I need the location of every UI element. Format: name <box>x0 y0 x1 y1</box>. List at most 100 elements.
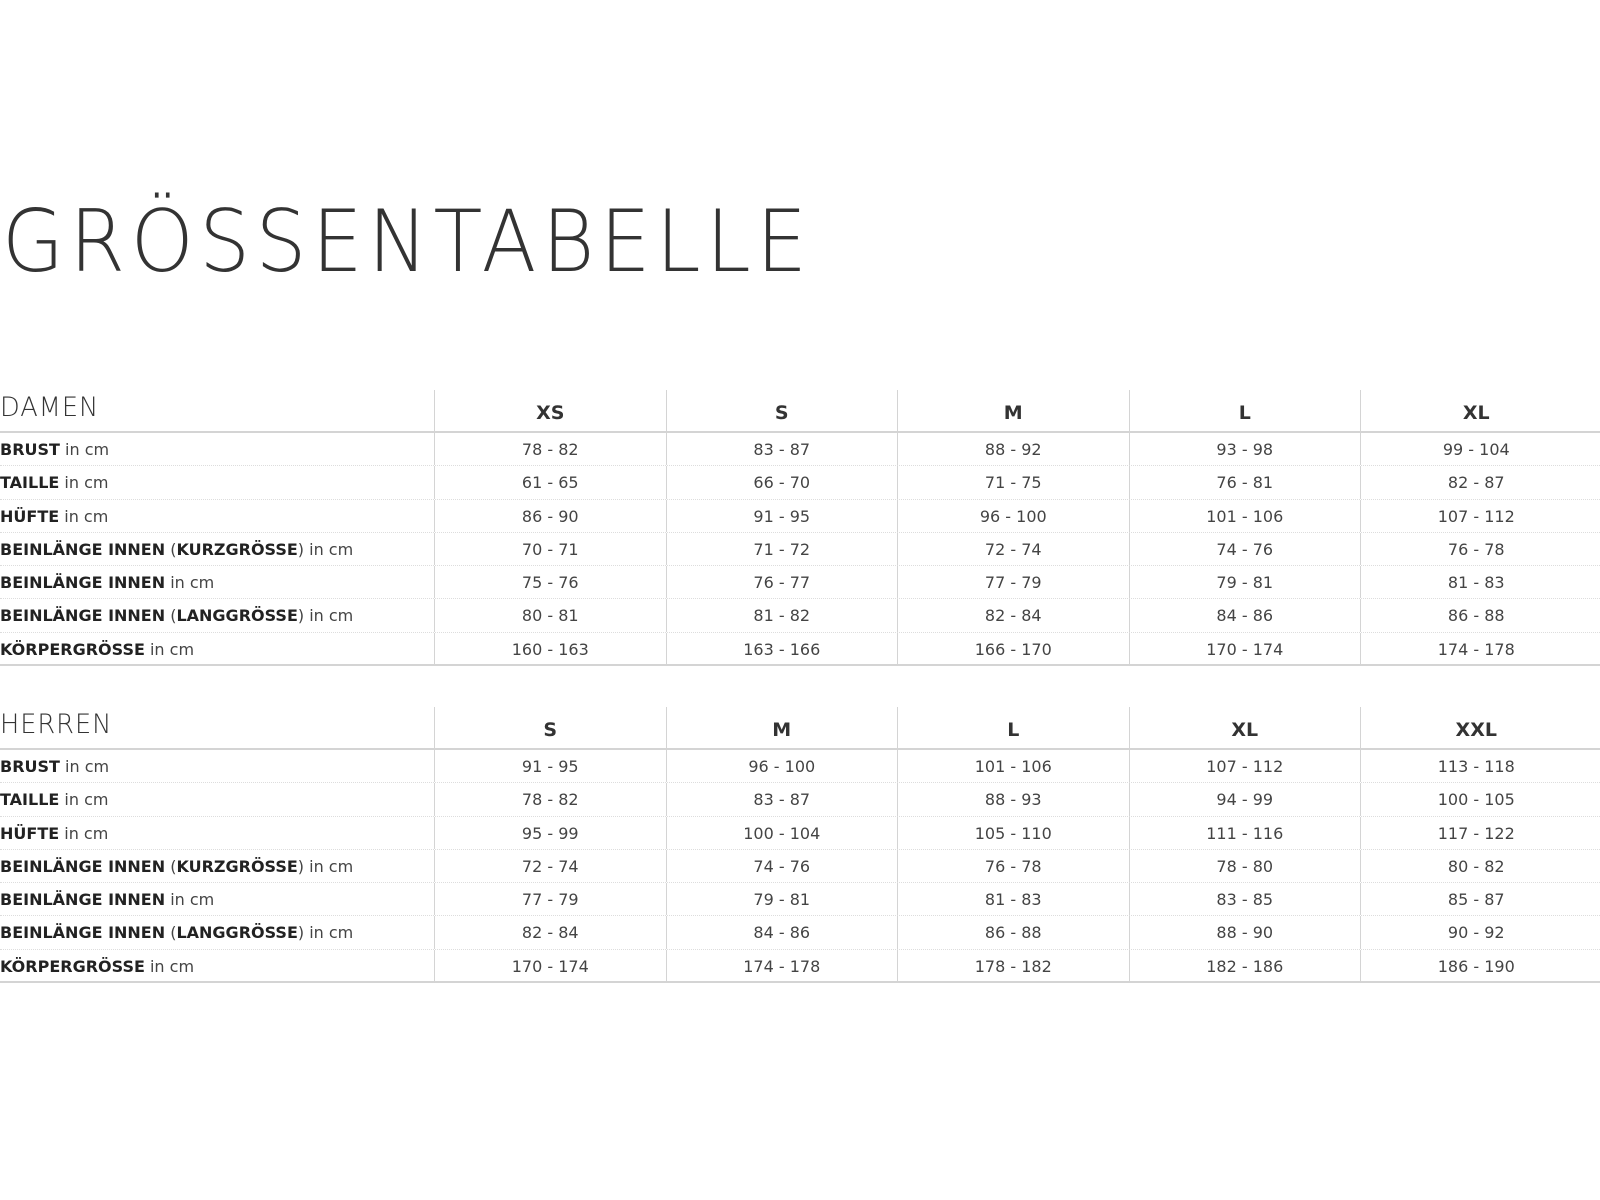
size-table-damen: DAMEN XS S M L XL BRUST in cm 78 - 82 83 - 87 88 … <box>0 390 1600 667</box>
table-row: BEINLÄNGE INNEN (LANGGRÖSSE) in cm 82 - 8… <box>0 916 1600 950</box>
unit-label: in cm <box>59 823 109 843</box>
value-cell: 90 - 92 <box>1360 916 1592 949</box>
row-label: HÜFTE in cm <box>0 500 434 532</box>
table-row: BEINLÄNGE INNEN in cm 77 - 79 79 - 81 81 - … <box>0 883 1600 917</box>
table-row: HÜFTE in cm 86 - 90 91 - 95 96 - 100 101 - 1… <box>0 499 1600 533</box>
table-header: DAMEN XS S M L XL <box>0 390 1600 433</box>
value-cell: 88 - 93 <box>897 783 1129 816</box>
value-cell: 79 - 81 <box>665 883 898 916</box>
value-cell: 78 - 80 <box>1128 849 1361 883</box>
paren-close: ) <box>297 606 305 626</box>
measure-name: BEINLÄNGE INNEN <box>0 923 166 943</box>
row-label: TAILLE in cm <box>0 466 434 498</box>
value-cell: 82 - 84 <box>434 916 666 949</box>
table-row: BRUST in cm 78 - 82 83 - 87 88 - 92 93 - 98 9… <box>0 433 1600 467</box>
table-heading: DAMEN <box>0 392 100 423</box>
table-row: KÖRPERGRÖSSE in cm 160 - 163 163 - 166 166 … <box>0 632 1600 667</box>
row-label: BRUST in cm <box>0 433 434 465</box>
unit-label: in cm <box>304 539 354 559</box>
measure-name: BEINLÄNGE INNEN <box>0 606 166 626</box>
row-label: BEINLÄNGE INNEN (LANGGRÖSSE) in cm <box>0 599 434 631</box>
value-cell: 76 - 78 <box>897 849 1129 883</box>
unit-label: in cm <box>144 956 195 976</box>
value-cell: 77 - 79 <box>434 883 666 916</box>
value-cell: 76 - 77 <box>665 566 898 599</box>
value-cell: 101 - 106 <box>897 750 1129 783</box>
page-title: GRÖSSENTABELLE <box>2 192 813 292</box>
size-column-header: M <box>665 707 898 748</box>
value-cell: 72 - 74 <box>434 849 666 883</box>
unit-label: in cm <box>59 473 109 493</box>
table-row: TAILLE in cm 78 - 82 83 - 87 88 - 93 94 - 99… <box>0 783 1600 817</box>
paren-open: ( <box>165 606 177 626</box>
measure-name: HÜFTE <box>0 506 60 526</box>
value-cell: 85 - 87 <box>1360 883 1592 916</box>
value-cell: 160 - 163 <box>434 632 666 665</box>
size-column-header: M <box>897 390 1129 431</box>
measure-name: BRUST <box>0 757 60 776</box>
value-cell: 86 - 90 <box>434 499 666 532</box>
value-cell: 174 - 178 <box>665 949 898 982</box>
value-cell: 76 - 81 <box>1128 466 1361 499</box>
value-cell: 170 - 174 <box>1128 632 1361 665</box>
measure-name: BRUST <box>0 440 60 459</box>
value-cell: 100 - 105 <box>1360 783 1592 816</box>
paren-close: ) <box>297 539 305 559</box>
measure-qualifier: KURZGRÖSSE <box>176 539 298 559</box>
measure-qualifier: LANGGRÖSSE <box>176 923 298 943</box>
measure-qualifier: KURZGRÖSSE <box>176 856 298 876</box>
value-cell: 107 - 112 <box>1128 750 1361 783</box>
measure-name: HÜFTE <box>0 823 60 843</box>
value-cell: 66 - 70 <box>665 466 898 499</box>
value-cell: 79 - 81 <box>1128 566 1361 599</box>
value-cell: 71 - 75 <box>897 466 1129 499</box>
value-cell: 88 - 92 <box>897 433 1129 466</box>
value-cell: 61 - 65 <box>434 466 666 499</box>
row-label: BEINLÄNGE INNEN (LANGGRÖSSE) in cm <box>0 916 434 948</box>
value-cell: 105 - 110 <box>897 816 1129 849</box>
value-cell: 81 - 83 <box>897 883 1129 916</box>
value-cell: 174 - 178 <box>1360 632 1592 665</box>
value-cell: 86 - 88 <box>897 916 1129 949</box>
value-cell: 182 - 186 <box>1128 949 1361 982</box>
value-cell: 166 - 170 <box>897 632 1129 665</box>
measure-name: BEINLÄNGE INNEN <box>0 890 166 910</box>
table-row: BEINLÄNGE INNEN in cm 75 - 76 76 - 77 77 - … <box>0 566 1600 600</box>
measure-qualifier: LANGGRÖSSE <box>176 606 298 626</box>
value-cell: 91 - 95 <box>434 750 666 783</box>
value-cell: 99 - 104 <box>1360 433 1592 466</box>
table-row: BEINLÄNGE INNEN (LANGGRÖSSE) in cm 80 - 8… <box>0 599 1600 633</box>
value-cell: 75 - 76 <box>434 566 666 599</box>
value-cell: 83 - 87 <box>665 783 898 816</box>
value-cell: 82 - 84 <box>897 599 1129 632</box>
unit-label: in cm <box>59 757 110 776</box>
value-cell: 78 - 82 <box>434 783 666 816</box>
measure-name: TAILLE <box>0 473 60 493</box>
value-cell: 94 - 99 <box>1128 783 1361 816</box>
value-cell: 100 - 104 <box>665 816 898 849</box>
value-cell: 96 - 100 <box>897 499 1129 532</box>
value-cell: 107 - 112 <box>1360 499 1592 532</box>
row-label: BEINLÄNGE INNEN in cm <box>0 566 434 598</box>
size-column-header: L <box>897 707 1129 748</box>
value-cell: 111 - 116 <box>1128 816 1361 849</box>
size-column-header: XXL <box>1360 707 1592 748</box>
table-row: BEINLÄNGE INNEN (KURZGRÖSSE) in cm 72 - 7… <box>0 849 1600 884</box>
value-cell: 77 - 79 <box>897 566 1129 599</box>
value-cell: 74 - 76 <box>665 849 898 883</box>
size-table-herren: HERREN S M L XL XXL BRUST in cm 91 - 95 96 - 100… <box>0 707 1600 984</box>
value-cell: 81 - 82 <box>665 599 898 632</box>
paren-open: ( <box>165 539 177 559</box>
table-header: HERREN S M L XL XXL <box>0 707 1600 750</box>
table-row: BEINLÄNGE INNEN (KURZGRÖSSE) in cm 70 - 7… <box>0 532 1600 567</box>
unit-label: in cm <box>165 573 215 593</box>
table-row: HÜFTE in cm 95 - 99 100 - 104 105 - 110 111 … <box>0 816 1600 850</box>
value-cell: 80 - 81 <box>434 599 666 632</box>
value-cell: 84 - 86 <box>665 916 898 949</box>
table-heading: HERREN <box>0 709 113 740</box>
value-cell: 95 - 99 <box>434 816 666 849</box>
row-label: HÜFTE in cm <box>0 817 434 849</box>
measure-name: BEINLÄNGE INNEN <box>0 539 166 559</box>
paren-open: ( <box>165 856 177 876</box>
row-label: BEINLÄNGE INNEN (KURZGRÖSSE) in cm <box>0 533 434 565</box>
